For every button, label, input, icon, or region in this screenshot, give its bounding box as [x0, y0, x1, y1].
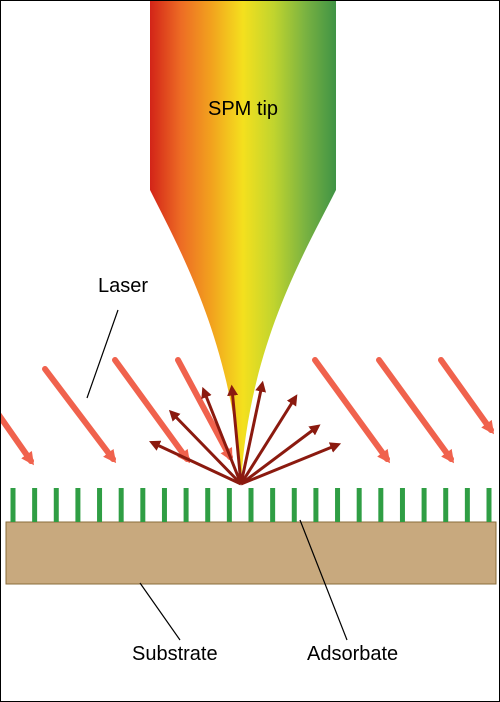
substrate-block — [6, 522, 496, 584]
adsorbate-label: Adsorbate — [307, 643, 398, 665]
substrate-label: Substrate — [132, 643, 218, 665]
spm-tip-label: SPM tip — [208, 98, 278, 120]
diagram-frame: SPM tip Laser Substrate Adsorbate — [0, 0, 500, 702]
laser-label: Laser — [98, 275, 148, 297]
